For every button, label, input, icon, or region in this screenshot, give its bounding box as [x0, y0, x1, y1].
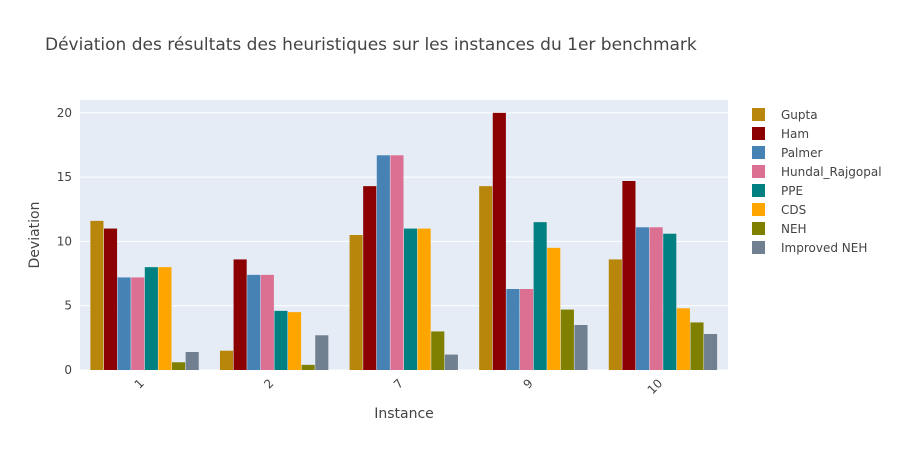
legend-item[interactable]: Gupta — [752, 108, 818, 122]
bar[interactable] — [635, 227, 650, 370]
legend-label: Ham — [781, 127, 809, 141]
legend-label: Improved NEH — [781, 241, 867, 255]
bar[interactable] — [533, 222, 547, 370]
x-tick-label: 10 — [645, 376, 666, 397]
x-tick-label: 1 — [132, 376, 147, 391]
legend-label: PPE — [781, 184, 803, 198]
bar[interactable] — [492, 112, 506, 370]
legend-label: Hundal_Rajgopal — [781, 165, 882, 179]
bar[interactable] — [247, 274, 261, 370]
legend-item[interactable]: NEH — [752, 222, 807, 236]
legend-swatch — [752, 241, 765, 254]
legend-item[interactable]: Improved NEH — [752, 241, 867, 255]
bar[interactable] — [663, 233, 677, 370]
bar[interactable] — [185, 352, 199, 370]
bar[interactable] — [274, 310, 288, 370]
bar[interactable] — [704, 334, 718, 370]
legend-item[interactable]: Palmer — [752, 146, 822, 160]
legend-swatch — [752, 222, 765, 235]
x-tick-label: 7 — [391, 376, 406, 391]
legend-item[interactable]: CDS — [752, 203, 806, 217]
bar[interactable] — [376, 155, 390, 370]
bar[interactable] — [172, 362, 186, 370]
bar[interactable] — [260, 274, 274, 370]
x-axis-label: Instance — [374, 406, 434, 422]
legend-label: NEH — [781, 222, 807, 236]
chart-title: Déviation des résultats des heuristiques… — [45, 35, 697, 55]
bar[interactable] — [131, 277, 145, 370]
bar[interactable] — [363, 186, 377, 370]
legend-label: Palmer — [781, 146, 822, 160]
bar[interactable] — [404, 228, 418, 370]
legend-swatch — [752, 165, 765, 178]
y-axis-ticks: 0 5 10 15 20 — [57, 106, 72, 377]
y-tick-label: 5 — [64, 299, 72, 313]
bar[interactable] — [431, 331, 445, 370]
bar[interactable] — [103, 228, 118, 370]
bar[interactable] — [547, 247, 561, 370]
bar[interactable] — [519, 289, 534, 370]
bar[interactable] — [288, 312, 302, 370]
legend-label: Gupta — [781, 108, 818, 122]
x-axis-ticks: 1 2 7 9 10 — [132, 376, 666, 397]
bar[interactable] — [417, 228, 431, 370]
bar[interactable] — [574, 325, 588, 370]
bar[interactable] — [676, 308, 690, 370]
legend-label: CDS — [781, 203, 806, 217]
bar[interactable] — [301, 364, 315, 370]
bar[interactable] — [117, 277, 131, 370]
legend-item[interactable]: PPE — [752, 184, 803, 198]
bar[interactable] — [390, 155, 404, 370]
bar[interactable] — [315, 335, 329, 370]
bar[interactable] — [219, 350, 234, 370]
bar[interactable] — [560, 309, 574, 370]
legend-swatch — [752, 108, 765, 121]
bars — [90, 112, 718, 370]
bar[interactable] — [690, 322, 704, 370]
bar[interactable] — [349, 235, 363, 370]
legend-swatch — [752, 203, 765, 216]
x-tick-label: 9 — [520, 376, 535, 391]
legend-item[interactable]: Hundal_Rajgopal — [752, 165, 882, 179]
y-tick-label: 20 — [57, 106, 72, 120]
y-tick-label: 15 — [57, 170, 72, 184]
bar[interactable] — [649, 227, 663, 370]
bar[interactable] — [90, 220, 104, 370]
bar[interactable] — [233, 259, 247, 370]
legend-swatch — [752, 127, 765, 140]
bar[interactable] — [144, 267, 158, 370]
bar[interactable] — [158, 267, 172, 370]
legend[interactable]: Gupta Ham Palmer Hundal_Rajgopal PPE CDS NEH Im… — [752, 108, 882, 255]
legend-swatch — [752, 184, 765, 197]
bar[interactable] — [444, 354, 458, 370]
x-tick-label: 2 — [261, 376, 276, 391]
legend-item[interactable]: Ham — [752, 127, 809, 141]
bar[interactable] — [479, 186, 493, 370]
legend-swatch — [752, 146, 765, 159]
y-tick-label: 10 — [57, 234, 72, 248]
bar[interactable] — [608, 259, 622, 370]
y-tick-label: 0 — [64, 363, 72, 377]
bar[interactable] — [506, 289, 520, 370]
y-axis-label: Deviation — [27, 202, 43, 269]
bar[interactable] — [622, 181, 636, 370]
